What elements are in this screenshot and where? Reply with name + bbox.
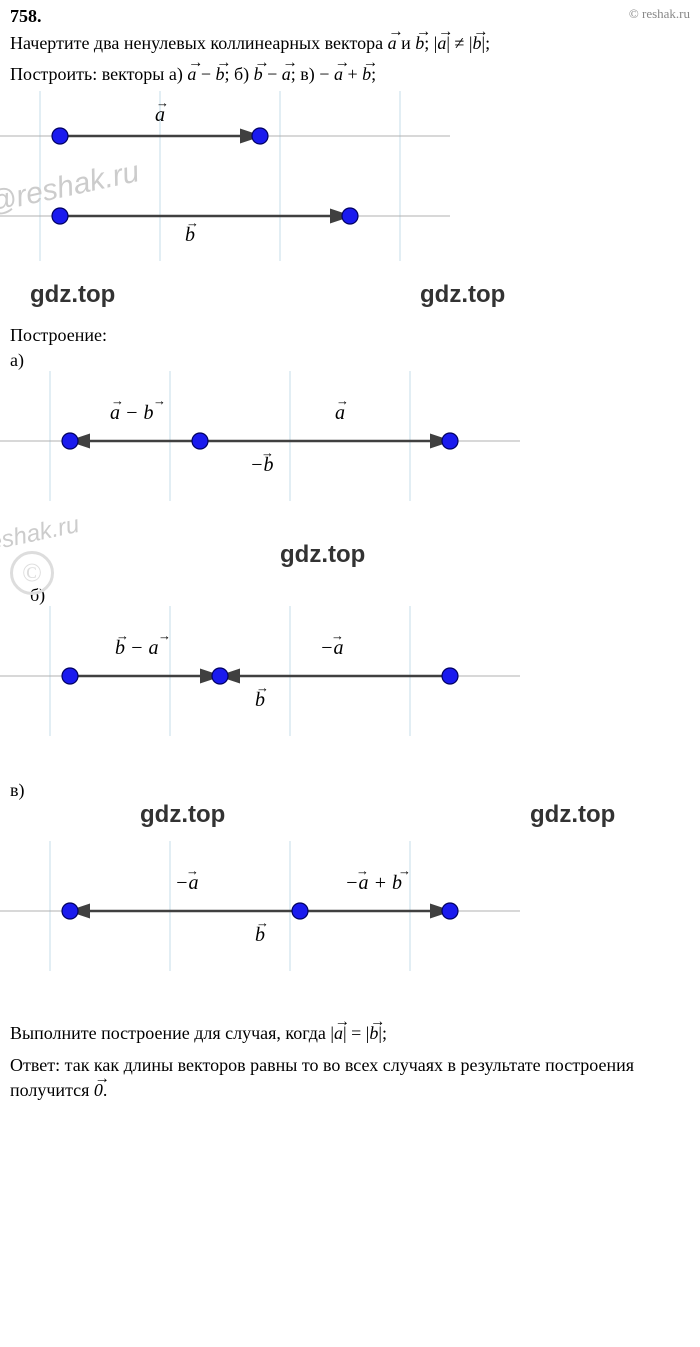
svg-text:→: →	[153, 393, 166, 408]
footer-question: Выполните построение для случая, когда |…	[10, 1021, 690, 1046]
diagram-initial-svg: a→b→	[0, 91, 460, 261]
svg-text:→: →	[256, 680, 269, 695]
vector-a: a	[437, 31, 446, 56]
neg: −	[319, 64, 334, 84]
svg-text:→: →	[111, 393, 124, 408]
diagram-a-svg: a − b→→a→−b→	[0, 371, 520, 521]
footer-answer: Ответ: так как длины векторов равны то в…	[10, 1053, 690, 1103]
svg-text:→: →	[336, 393, 349, 408]
svg-text:→: →	[256, 915, 269, 930]
svg-text:→: →	[398, 863, 411, 878]
watermark-gdz: gdz.top	[420, 281, 505, 309]
problem-statement: Начертите два ненулевых коллинеарных век…	[0, 29, 700, 60]
vector-zero: 0	[94, 1078, 103, 1103]
problem-number: 758.	[10, 6, 42, 27]
diagram-b-svg: b − a→→−a→b→	[0, 606, 520, 756]
watermark-gdz: gdz.top	[30, 281, 115, 309]
part-b-label: б)	[0, 581, 700, 606]
diagram-v-svg: −a→−a + b→→b→	[0, 841, 520, 991]
text: Начертите два ненулевых коллинеарных век…	[10, 33, 388, 53]
part-v-label: в)	[0, 776, 700, 801]
vector-a: a	[334, 62, 343, 87]
diagram-v: −a→−a + b→→b→	[0, 841, 700, 1011]
svg-text:→: →	[186, 863, 199, 878]
vector-b: b	[362, 62, 371, 87]
svg-text:−a + b: −a + b	[345, 872, 402, 894]
header-row: 758. © reshak.ru	[0, 0, 700, 29]
construction-label: Построение:	[0, 321, 700, 346]
diagram-a: a − b→→a→−b→	[0, 371, 700, 531]
vector-b: b	[369, 1021, 378, 1046]
problem-statement-line2: Построить: векторы а) a − b; б) b − a; в…	[0, 60, 700, 91]
vector-a: a	[388, 31, 397, 56]
svg-text:→: →	[331, 628, 344, 643]
watermark-row: gdz.top gdz.top	[0, 801, 700, 841]
watermark-row: gdz.top gdz.top	[0, 281, 700, 321]
vector-b: b	[415, 31, 424, 56]
watermark-gdz: gdz.top	[280, 541, 365, 569]
watermark-row: reshak.ru gdz.top ©	[0, 531, 700, 581]
svg-text:→: →	[356, 863, 369, 878]
copyright-text: © reshak.ru	[629, 6, 690, 27]
diagram-b: b − a→→−a→b→	[0, 606, 700, 776]
svg-text:→: →	[261, 445, 274, 460]
watermark-gdz: gdz.top	[140, 801, 225, 829]
diagram-initial: a→b→ @reshak.ru	[0, 91, 700, 281]
svg-text:→: →	[156, 95, 169, 110]
text: Выполните построение для случая, когда	[10, 1023, 330, 1043]
watermark-gdz: gdz.top	[530, 801, 615, 829]
vector-a: a	[334, 1021, 343, 1046]
part-a-label: а)	[0, 346, 700, 371]
vector-b: b	[254, 62, 263, 87]
svg-text:→: →	[158, 628, 171, 643]
vector-b: b	[473, 31, 482, 56]
svg-text:→: →	[186, 215, 199, 230]
vector-b: b	[215, 62, 224, 87]
text: Построить: векторы а)	[10, 64, 187, 84]
vector-a: a	[187, 62, 196, 87]
answer-block: Выполните построение для случая, когда |…	[0, 1011, 700, 1123]
vector-a: a	[282, 62, 291, 87]
svg-text:→: →	[116, 628, 129, 643]
